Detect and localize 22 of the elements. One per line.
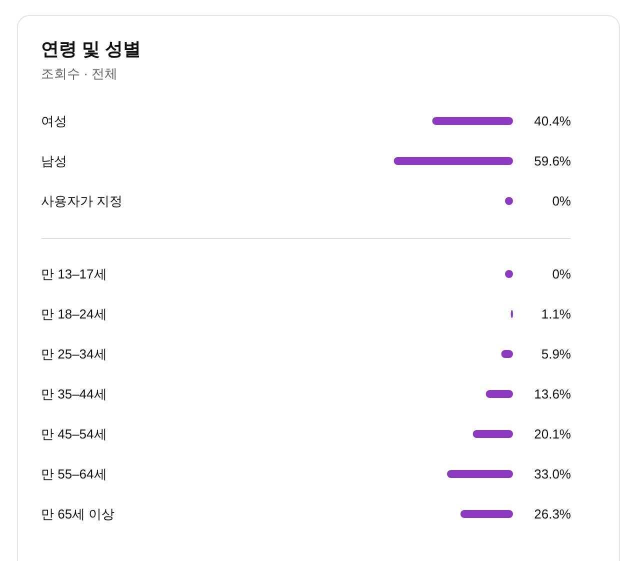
value-label: 5.9% — [541, 346, 571, 362]
title: 연령 및 성별 — [41, 39, 142, 59]
value-label: 0% — [552, 194, 571, 208]
category-label: 만 65세 이상 — [41, 506, 115, 522]
value-label: 33.0% — [534, 466, 571, 482]
category-label: 만 13–17세 — [41, 266, 107, 282]
category-label: 만 25–34세 — [41, 346, 107, 362]
subtitle: 조회수 · 전체 — [41, 66, 118, 81]
category-label: 만 45–54세 — [41, 426, 107, 442]
value-label: 0% — [552, 266, 571, 282]
category-label: 여성 — [41, 114, 67, 128]
category-label: 사용자가 지정 — [41, 194, 123, 208]
category-label: 만 18–24세 — [41, 306, 107, 322]
category-label: 만 55–64세 — [41, 466, 107, 482]
value-label: 59.6% — [534, 154, 571, 168]
value-label: 40.4% — [534, 114, 571, 128]
category-label: 남성 — [41, 154, 67, 168]
category-label: 만 35–44세 — [41, 386, 107, 402]
value-label: 13.6% — [534, 386, 571, 402]
value-label: 1.1% — [541, 306, 571, 322]
value-label: 26.3% — [534, 506, 571, 522]
value-label: 20.1% — [534, 426, 571, 442]
